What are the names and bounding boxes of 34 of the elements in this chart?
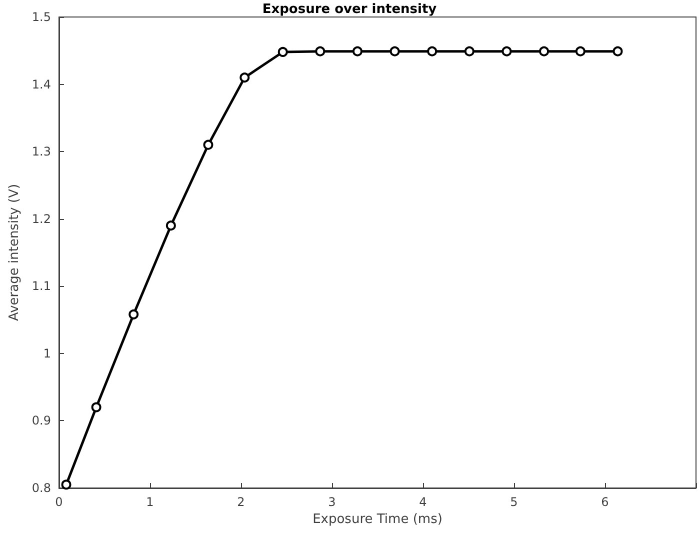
x-axis-title: Exposure Time (ms) [312, 512, 442, 527]
point [128, 309, 139, 320]
point [612, 46, 623, 56]
point [390, 46, 400, 56]
point [464, 46, 474, 56]
x-tick-label: 3 [328, 495, 336, 509]
point [502, 46, 512, 56]
point [240, 72, 250, 83]
y-tick-label: 1.1 [32, 279, 51, 294]
point [91, 402, 102, 412]
y-tick-label: 1.3 [32, 144, 51, 159]
point [352, 46, 362, 56]
point [427, 46, 438, 56]
x-tick-label: 5 [510, 495, 518, 509]
point [539, 46, 550, 56]
x-tick-label: 0 [55, 495, 63, 509]
y-tick-label: 0.8 [32, 481, 51, 495]
x-tick-label: 1 [146, 495, 154, 509]
point [575, 46, 586, 56]
x-tick-label: 4 [419, 495, 427, 509]
y-tick-label: 0.9 [32, 414, 51, 428]
x-tick-label: 2 [237, 495, 245, 509]
y-axis-title: Average intensity (V) [7, 184, 22, 322]
chart-title: Exposure over intensity [262, 2, 438, 17]
y-tick-label: 1.4 [32, 77, 51, 92]
x-tick-label: 6 [601, 495, 609, 509]
point [315, 46, 326, 56]
point [61, 480, 72, 490]
y-tick-label: 1.2 [32, 212, 51, 226]
y-tick-label: 1.5 [32, 10, 51, 24]
y-tick-label: 1 [43, 346, 51, 360]
point [278, 46, 288, 57]
point [203, 140, 214, 150]
point [166, 220, 176, 231]
